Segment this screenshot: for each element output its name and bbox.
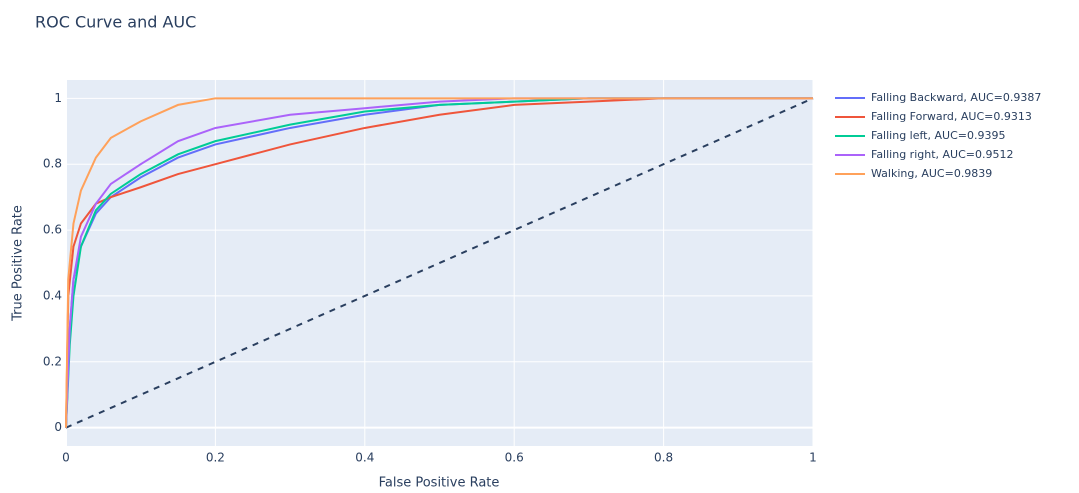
x-tick-label: 0.2 — [206, 451, 225, 465]
y-tick-label: 0.8 — [43, 157, 62, 171]
x-axis-title: False Positive Rate — [379, 476, 500, 491]
legend-label: Falling Forward, AUC=0.9313 — [871, 110, 1032, 123]
y-tick-label: 0 — [54, 420, 62, 434]
x-tick-label: 0.6 — [505, 451, 524, 465]
legend-label: Falling left, AUC=0.9395 — [871, 129, 1005, 142]
legend-label: Falling Backward, AUC=0.9387 — [871, 91, 1041, 104]
x-tick-label: 0 — [62, 451, 70, 465]
y-tick-label: 0.4 — [43, 288, 62, 302]
roc-line — [65, 97, 813, 428]
y-tick-label: 1 — [54, 91, 62, 105]
legend-label: Falling right, AUC=0.9512 — [871, 148, 1013, 161]
diagonal-line — [65, 97, 814, 429]
x-tick-label: 1 — [809, 451, 817, 465]
y-tick-label: 0.6 — [43, 223, 62, 237]
chart-title: ROC Curve and AUC — [35, 13, 196, 32]
legend-label: Walking, AUC=0.9839 — [871, 167, 992, 180]
roc-line — [65, 97, 813, 428]
roc-line — [65, 97, 813, 428]
roc-line — [65, 97, 813, 428]
y-tick-label: 0.2 — [43, 354, 62, 368]
x-tick-label: 0.4 — [355, 451, 374, 465]
y-axis-title: True Positive Rate — [11, 205, 26, 322]
x-tick-label: 0.8 — [654, 451, 673, 465]
